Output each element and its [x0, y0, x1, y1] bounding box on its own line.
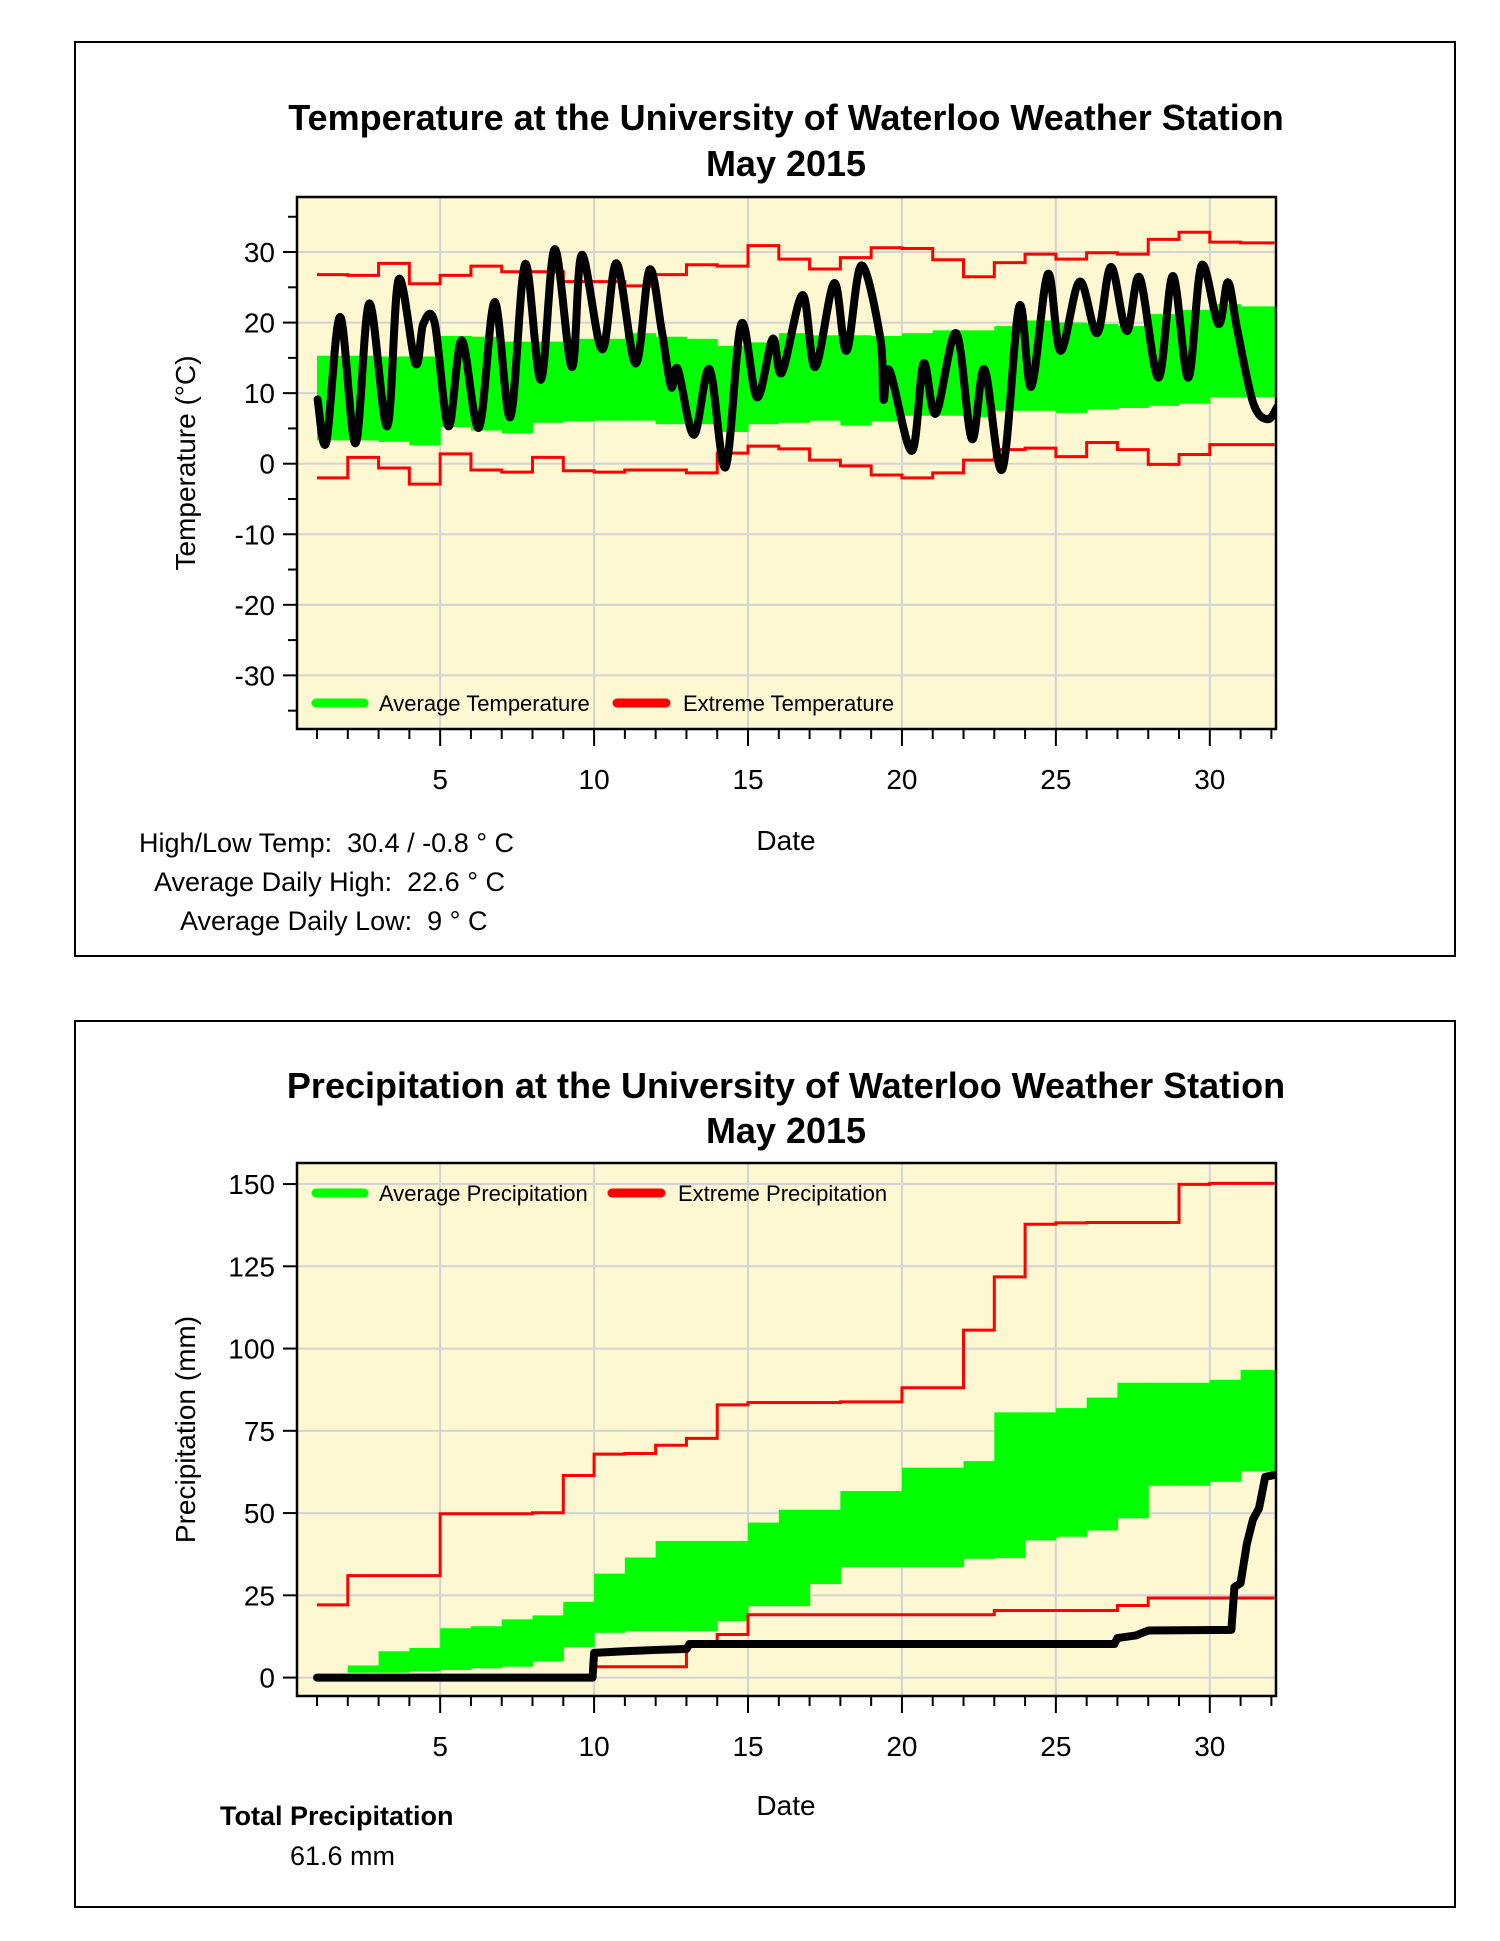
plot-border — [295, 1161, 1278, 1698]
x-tick-label: 25 — [1040, 1731, 1071, 1762]
average-band-segment — [378, 1651, 410, 1673]
average-band-segment — [409, 356, 441, 446]
chart-title: Precipitation at the University of Water… — [287, 1065, 1285, 1106]
x-tick-label: 30 — [1194, 764, 1225, 795]
extreme-max-line — [317, 1181, 1275, 1607]
y-tick-label: -20 — [235, 590, 275, 621]
high-low-value: 30.4 / -0.8 ° C — [347, 828, 515, 858]
average-band-segment — [963, 1461, 995, 1559]
y-tick-label: 150 — [228, 1169, 275, 1200]
y-axis-label: Precipitation (mm) — [170, 1316, 201, 1543]
temperature-chart-frame — [74, 41, 1456, 957]
average-band-segment — [563, 1601, 595, 1647]
average-band-segment — [778, 333, 811, 423]
avg-high-label: Average Daily High: — [154, 867, 393, 897]
average-band-segment — [1025, 1412, 1057, 1541]
legend-label: Average Temperature — [379, 691, 590, 716]
x-tick-label: 20 — [886, 764, 917, 795]
average-band-segment — [1117, 1382, 1149, 1519]
y-tick-label: -10 — [235, 519, 275, 550]
avg-low-label: Average Daily Low: — [180, 906, 413, 936]
x-tick-label: 15 — [732, 764, 763, 795]
average-band-segment — [470, 1626, 503, 1669]
average-band-segment — [809, 1509, 841, 1585]
x-tick-label: 25 — [1040, 764, 1071, 795]
x-tick-label: 20 — [886, 1731, 917, 1762]
y-axis-label: Temperature (°C) — [170, 355, 201, 570]
average-band-segment — [532, 1615, 564, 1662]
average-band-segment — [871, 1491, 903, 1568]
average-band-segment — [1055, 1408, 1088, 1537]
x-tick-label: 15 — [732, 1731, 763, 1762]
total-precipitation-label: Total Precipitation — [220, 1801, 454, 1831]
average-band-segment — [1240, 1369, 1276, 1472]
y-tick-label: 125 — [228, 1251, 275, 1282]
high-low-temp-stat: High/Low Temp: 30.4 / -0.8 ° C — [139, 828, 514, 859]
temperature-chart: Temperature at the University of Waterlo… — [170, 97, 1284, 856]
x-tick-label: 30 — [1194, 1731, 1225, 1762]
avg-daily-low-stat: Average Daily Low: 9 ° C — [180, 906, 487, 937]
average-band-segment — [1209, 1379, 1242, 1482]
y-tick-label: 10 — [244, 378, 275, 409]
y-tick-label: 30 — [244, 237, 275, 268]
average-band-segment — [778, 1509, 811, 1607]
legend-label: Average Precipitation — [379, 1181, 588, 1206]
average-band-segment — [624, 1557, 657, 1632]
y-tick-label: 20 — [244, 308, 275, 339]
precipitation-chart-frame — [74, 1020, 1456, 1908]
legend-label: Extreme Precipitation — [678, 1181, 887, 1206]
plot-area — [313, 230, 1276, 486]
average-band-segment — [1117, 326, 1149, 408]
x-tick-label: 10 — [579, 1731, 610, 1762]
chart-title: May 2015 — [706, 143, 866, 184]
average-band-segment — [748, 1522, 780, 1607]
y-tick-label: -30 — [235, 660, 275, 691]
y-tick-label: 0 — [259, 449, 275, 480]
average-band-segment — [840, 1491, 872, 1568]
extreme-max-line — [317, 230, 1275, 288]
average-band-segment — [1086, 324, 1119, 410]
average-band-segment — [901, 1467, 934, 1568]
average-band-segment — [594, 338, 626, 421]
y-tick-label: 0 — [259, 1663, 275, 1694]
average-band-segment — [1086, 1397, 1119, 1531]
average-band-segment — [594, 1573, 626, 1633]
x-tick-label: 10 — [579, 764, 610, 795]
average-band-segment — [717, 1541, 749, 1621]
average-band-segment — [347, 1665, 380, 1673]
x-axis-label: Date — [756, 825, 815, 856]
avg-daily-high-stat: Average Daily High: 22.6 ° C — [154, 867, 505, 898]
legend-label: Extreme Temperature — [683, 691, 894, 716]
precipitation-chart: Precipitation at the University of Water… — [170, 1065, 1285, 1821]
chart-title: Temperature at the University of Waterlo… — [288, 97, 1284, 138]
y-tick-label: 75 — [244, 1416, 275, 1447]
avg-high-value: 22.6 ° C — [407, 867, 505, 897]
high-low-label: High/Low Temp: — [139, 828, 333, 858]
average-band-segment — [1179, 1382, 1211, 1486]
average-band-segment — [932, 1467, 965, 1568]
average-band-segment — [440, 1628, 472, 1671]
y-tick-label: 100 — [228, 1334, 275, 1365]
x-tick-label: 5 — [432, 1731, 448, 1762]
plot-area — [313, 1181, 1276, 1682]
extreme-min-line — [317, 441, 1275, 486]
avg-low-value: 9 ° C — [427, 906, 488, 936]
average-band-segment — [686, 1541, 718, 1632]
x-tick-label: 5 — [432, 764, 448, 795]
average-band-segment — [655, 1541, 688, 1632]
average-band-segment — [1055, 322, 1088, 413]
x-axis-label: Date — [756, 1790, 815, 1821]
y-tick-label: 25 — [244, 1580, 275, 1611]
average-band-segment — [1148, 1382, 1180, 1486]
y-tick-label: 50 — [244, 1498, 275, 1529]
total-precipitation-value: 61.6 mm — [290, 1841, 396, 1871]
average-band-segment — [409, 1647, 441, 1672]
average-band-segment — [994, 1412, 1026, 1559]
chart-title: May 2015 — [706, 1110, 866, 1151]
average-band-segment — [501, 1619, 534, 1667]
